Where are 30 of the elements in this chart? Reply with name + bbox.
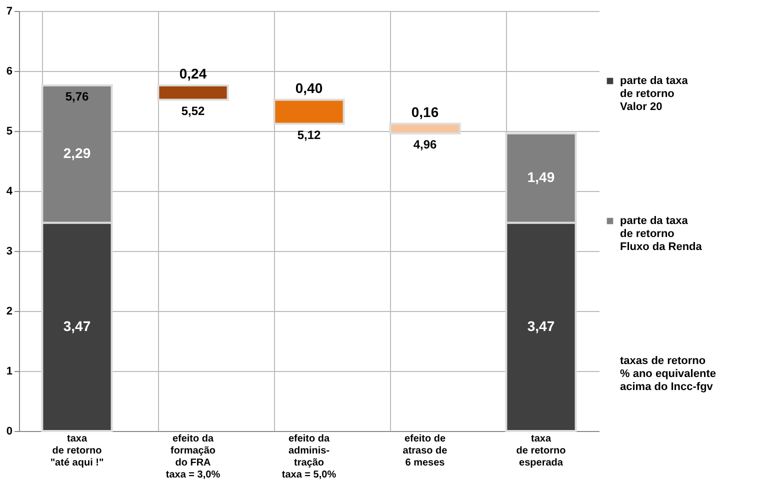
x-tick-label: taxa de retorno "até aqui !" — [50, 434, 104, 468]
data-label: 2,29 — [63, 145, 91, 162]
data-label: 1,49 — [527, 169, 555, 186]
bar — [389, 122, 461, 134]
x-tick-label: efeito de atraso de 6 meses — [402, 434, 448, 468]
x-tick-label: efeito da formação do FRA taxa = 3,0% — [166, 434, 220, 480]
annotation: 5,52 — [181, 104, 205, 118]
y-tick-label: 7 — [6, 6, 12, 18]
data-label: 3,47 — [63, 318, 91, 334]
data-label: 0,16 — [411, 104, 439, 120]
annotation: 4,96 — [413, 137, 437, 152]
x-tick-label: efeito da adminis- tração taxa = 5,0% — [282, 434, 336, 480]
legend-label: parte da taxa de retorno Fluxo da Renda — [620, 215, 703, 253]
text: taxas de retorno % ano equivalente acima do Incc-fgv — [620, 355, 716, 393]
y-tick-label: 4 — [6, 186, 14, 198]
y-tick-label: 1 — [6, 366, 12, 378]
x-tick-label: taxa de retorno esperada — [516, 434, 566, 468]
legend-label: parte da taxa de retorno Valor 20 — [620, 75, 689, 113]
data-label: 0,40 — [295, 80, 323, 96]
y-tick-label: 2 — [6, 306, 12, 318]
y-tick-label: 0 — [6, 426, 12, 438]
data-label: 3,47 — [527, 318, 555, 334]
annotation: 5,12 — [297, 128, 321, 142]
y-tick-label: 6 — [6, 66, 12, 78]
y-tick-label: 3 — [6, 246, 12, 258]
bar — [157, 84, 229, 101]
y-tick-label: 5 — [6, 126, 12, 138]
bar — [273, 98, 345, 125]
data-label: 0,24 — [179, 65, 207, 82]
annotation: 5,76 — [65, 89, 89, 104]
